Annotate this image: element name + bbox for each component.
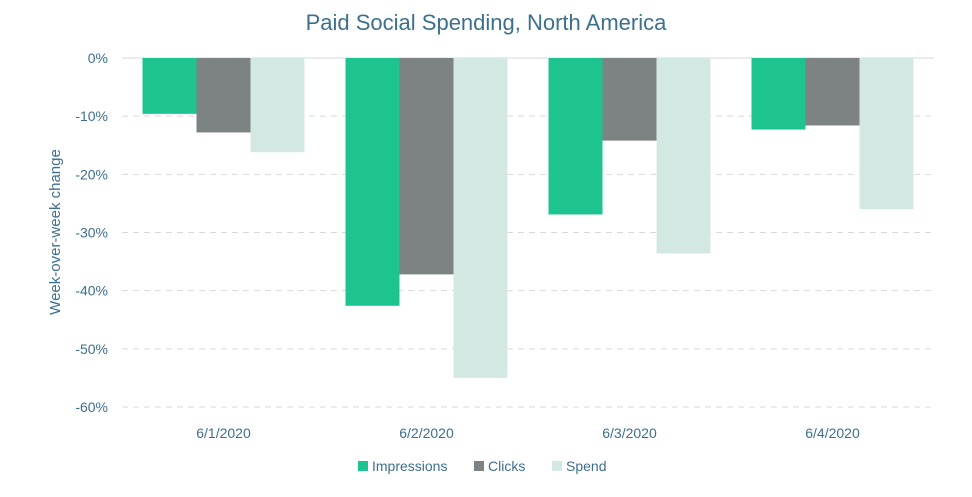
y-tick-label: -50% <box>75 341 108 357</box>
y-axis-label: Week-over-week change <box>47 149 64 315</box>
x-tick-label: 6/1/2020 <box>196 425 251 441</box>
bar-clicks-1 <box>196 58 251 133</box>
chart-title: Paid Social Spending, North America <box>306 10 668 35</box>
bar-clicks-2 <box>399 58 454 275</box>
x-tick-label: 6/2/2020 <box>399 425 454 441</box>
bar-impressions-4 <box>751 58 806 130</box>
legend: Impressions Clicks Spend <box>358 458 606 474</box>
bar-spend-1 <box>250 58 305 153</box>
bars <box>142 58 914 378</box>
x-axis-ticks: 6/1/2020 6/2/2020 6/3/2020 6/4/2020 <box>196 425 860 441</box>
y-tick-label: -10% <box>75 108 108 124</box>
bar-clicks-3 <box>602 58 657 141</box>
legend-label-spend: Spend <box>566 458 606 474</box>
bar-spend-3 <box>656 58 711 254</box>
y-tick-label: 0% <box>88 50 108 66</box>
legend-label-clicks: Clicks <box>488 458 525 474</box>
y-tick-label: -30% <box>75 225 108 241</box>
y-tick-label: -20% <box>75 166 108 182</box>
bar-impressions-1 <box>142 58 197 114</box>
bar-spend-2 <box>453 58 508 378</box>
bar-spend-4 <box>859 58 914 210</box>
bar-clicks-4 <box>805 58 860 126</box>
bar-impressions-3 <box>548 58 603 215</box>
x-tick-label: 6/3/2020 <box>602 425 657 441</box>
y-tick-label: -60% <box>75 399 108 415</box>
legend-swatch-clicks <box>474 461 484 471</box>
y-tick-label: -40% <box>75 283 108 299</box>
x-tick-label: 6/4/2020 <box>805 425 860 441</box>
y-axis-ticks: 0% -10% -20% -30% -40% -50% -60% <box>75 50 108 415</box>
legend-swatch-impressions <box>358 461 368 471</box>
legend-label-impressions: Impressions <box>372 458 447 474</box>
legend-swatch-spend <box>552 461 562 471</box>
bar-impressions-2 <box>345 58 400 306</box>
